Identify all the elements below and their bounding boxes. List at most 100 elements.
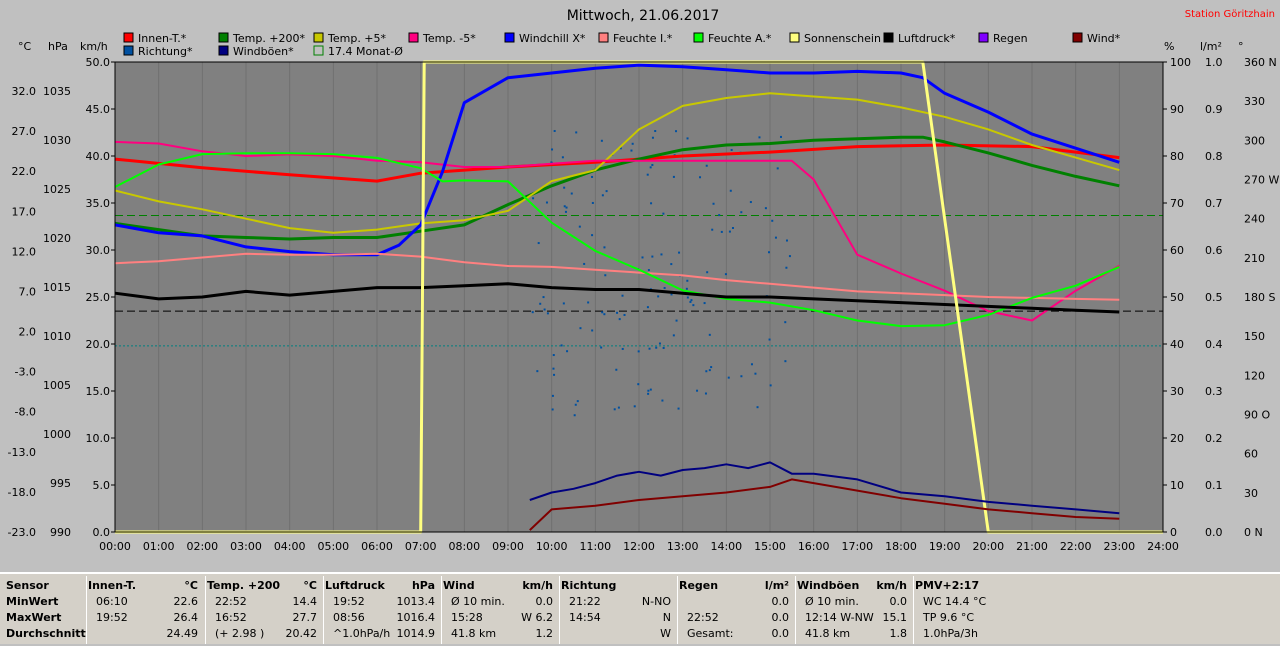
direction-point [591, 329, 594, 332]
direction-point [621, 347, 624, 350]
stats-group-header: Innen-T. °C [88, 578, 204, 594]
legend-label: Temp. -5* [422, 32, 476, 45]
legend-label: Innen-T.* [138, 32, 187, 45]
series-line [529, 478, 1120, 531]
time-tick-label: 16:00 [798, 540, 830, 553]
pct-tick-label: 20 [1170, 432, 1184, 445]
direction-point [564, 210, 567, 213]
wind-tick-label: 15.0 [86, 385, 111, 398]
stats-separator [795, 576, 796, 644]
direction-point [731, 226, 734, 229]
reference-lines [115, 215, 1163, 347]
direction-point [575, 131, 578, 134]
press-tick-label: 1010 [43, 330, 71, 343]
stats-cell-time: 22:52 [687, 611, 719, 624]
direction-point [768, 251, 771, 254]
time-tick-label: 08:00 [448, 540, 480, 553]
dir-tick-label: 0 N [1244, 526, 1263, 539]
direction-point [553, 129, 556, 132]
temp-tick-label: -3.0 [15, 366, 36, 379]
wind-tick-label: 30.0 [86, 244, 111, 257]
stats-row: 0.0 [679, 594, 795, 610]
stats-row: 21:22 N-NO [561, 594, 677, 610]
direction-point [651, 255, 654, 258]
dir-tick-label: 240 [1244, 213, 1265, 226]
legend-swatch [313, 32, 324, 43]
stats-cell-time: 41.8 km [805, 627, 851, 640]
direction-point [565, 206, 568, 209]
direction-point [647, 392, 650, 395]
stats-cell-value: N-NO [641, 595, 671, 608]
direction-point [591, 175, 594, 178]
stats-group: Richtung 21:22 N-NO 14:54 N W [561, 578, 677, 646]
direction-point [788, 255, 791, 258]
direction-point [708, 369, 711, 372]
time-tick-label: 14:00 [710, 540, 742, 553]
direction-point [531, 311, 534, 314]
direction-point [651, 163, 654, 166]
rain-tick-label: 1.0 [1205, 56, 1223, 69]
direction-point [543, 308, 546, 311]
direction-point [583, 262, 586, 265]
stats-cell-value: 1014.9 [396, 627, 436, 640]
legend-label: Temp. +5* [327, 32, 387, 45]
direction-point [784, 321, 787, 324]
direction-point [754, 372, 757, 375]
direction-point [573, 414, 576, 417]
dir-tick-label: 210 [1244, 252, 1265, 265]
legend-swatch [693, 32, 704, 43]
direction-point [562, 302, 565, 305]
stats-group-header: Luftdruck hPa [325, 578, 441, 594]
stats-cell-value: 20.42 [285, 627, 318, 640]
direction-point [774, 236, 777, 239]
stats-group-header: Wind km/h [443, 578, 559, 594]
direction-point [784, 360, 787, 363]
stats-cell-value: W 6.2 [521, 611, 553, 624]
direction-point [591, 234, 594, 237]
dir-tick-label: 330 [1244, 95, 1265, 108]
direction-point [655, 346, 658, 349]
pct-tick-label: 10 [1170, 479, 1184, 492]
rain-tick-label: 0.1 [1205, 479, 1223, 492]
direction-point [718, 214, 721, 217]
stats-row: 22:52 14.4 [207, 594, 323, 610]
stats-group-header: PMV+2:17 [915, 578, 1035, 594]
station-name: Station Göritzhain [1185, 9, 1275, 20]
direction-point [708, 333, 711, 336]
wind-tick-label: 35.0 [86, 197, 111, 210]
series-line [114, 135, 1120, 241]
direction-point [768, 338, 771, 341]
weather-chart: Mittwoch, 21.06.2017 Station Göritzhain … [7, 8, 1280, 553]
direction-point [551, 394, 554, 397]
dir-tick-label: 360 N [1244, 56, 1277, 69]
direction-point [758, 136, 761, 139]
legend-swatch [1072, 32, 1083, 43]
direction-point [587, 301, 590, 304]
pct-tick-label: 60 [1170, 244, 1184, 257]
direction-point [740, 375, 743, 378]
legend-label: Temp. +200* [232, 32, 306, 45]
legend-label: Windböen* [233, 45, 294, 58]
direction-point [779, 135, 782, 138]
stats-group-unit: km/h [876, 579, 907, 592]
direction-point [703, 302, 706, 305]
stats-row: (+ 2.98 ) 20.42 [207, 626, 323, 642]
direction-point [675, 130, 678, 133]
direction-point [619, 147, 622, 150]
stats-group-unit: l/m² [764, 579, 789, 592]
direction-point [641, 256, 644, 259]
direction-point [654, 130, 657, 133]
stats-row: 12:14 W-NW 15.1 [797, 610, 913, 626]
stats-group-header: Temp. +200 °C [207, 578, 323, 594]
direction-point [576, 400, 579, 403]
stats-group-unit: °C [184, 579, 198, 592]
stats-row: 14:54 N [561, 610, 677, 626]
press-tick-label: 1030 [43, 134, 71, 147]
stats-group-title: Regen [679, 579, 719, 592]
direction-point [631, 142, 634, 145]
wind-tick-label: 25.0 [86, 291, 111, 304]
stats-separator [323, 576, 324, 644]
direction-point [637, 350, 640, 353]
stats-separator [441, 576, 442, 644]
pct-tick-label: 80 [1170, 150, 1184, 163]
